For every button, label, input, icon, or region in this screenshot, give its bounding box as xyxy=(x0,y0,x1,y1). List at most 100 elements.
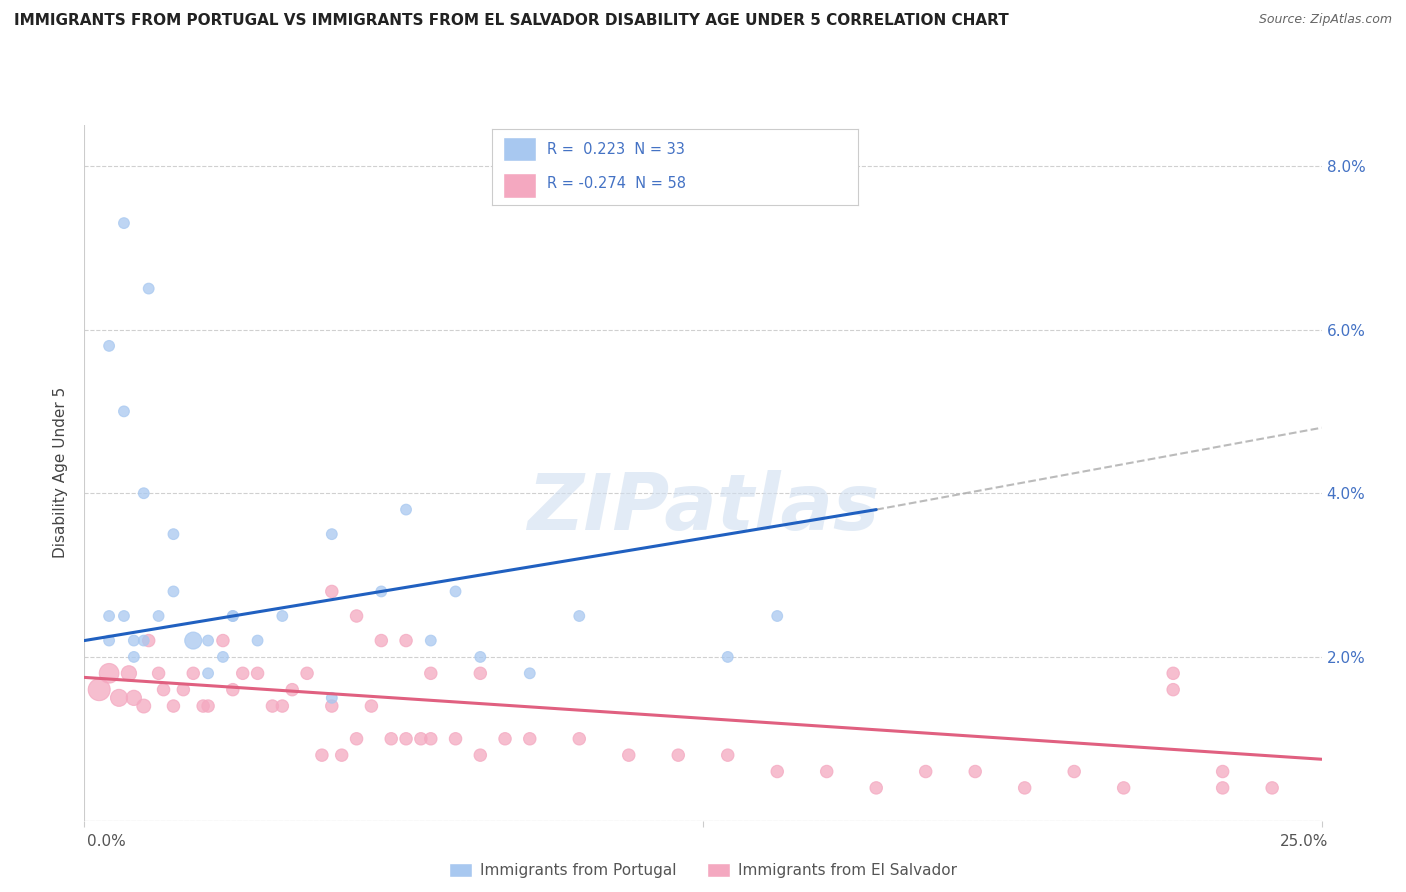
Point xyxy=(568,731,591,746)
Point xyxy=(112,609,135,624)
Point xyxy=(766,764,789,779)
Point xyxy=(148,666,170,681)
Point xyxy=(152,682,174,697)
Bar xyxy=(503,137,536,161)
Point xyxy=(162,527,184,541)
Point xyxy=(519,666,541,681)
Point xyxy=(346,609,368,624)
Point xyxy=(494,731,516,746)
Text: R = -0.274  N = 58: R = -0.274 N = 58 xyxy=(547,177,686,192)
Point xyxy=(717,649,740,664)
Point xyxy=(181,666,204,681)
Point xyxy=(295,666,318,681)
Point xyxy=(395,633,418,648)
Point xyxy=(122,649,145,664)
Point xyxy=(246,666,269,681)
Point xyxy=(212,633,235,648)
Point xyxy=(568,609,591,624)
Point xyxy=(321,699,343,714)
Point xyxy=(1161,666,1184,681)
Point xyxy=(138,633,160,648)
Point xyxy=(1063,764,1085,779)
Point xyxy=(1212,764,1234,779)
Point xyxy=(321,584,343,599)
Point xyxy=(122,690,145,705)
Point xyxy=(311,748,333,763)
Point xyxy=(148,609,170,624)
Point xyxy=(419,731,441,746)
Point xyxy=(271,609,294,624)
Point xyxy=(380,731,402,746)
Point xyxy=(766,609,789,624)
Point xyxy=(222,682,245,697)
Point xyxy=(815,764,838,779)
Point xyxy=(717,748,740,763)
Point xyxy=(470,649,492,664)
Point xyxy=(395,502,418,516)
Text: 0.0%: 0.0% xyxy=(87,834,127,849)
Point xyxy=(965,764,987,779)
Point xyxy=(132,699,155,714)
Text: 25.0%: 25.0% xyxy=(1281,834,1329,849)
Text: IMMIGRANTS FROM PORTUGAL VS IMMIGRANTS FROM EL SALVADOR DISABILITY AGE UNDER 5 C: IMMIGRANTS FROM PORTUGAL VS IMMIGRANTS F… xyxy=(14,13,1010,29)
Point xyxy=(132,633,155,648)
Point xyxy=(1261,780,1284,795)
Point xyxy=(370,584,392,599)
Text: Source: ZipAtlas.com: Source: ZipAtlas.com xyxy=(1258,13,1392,27)
Point xyxy=(281,682,304,697)
Point xyxy=(162,699,184,714)
Point xyxy=(321,527,343,541)
Point xyxy=(197,699,219,714)
Point xyxy=(1161,682,1184,697)
Point xyxy=(914,764,936,779)
Point xyxy=(617,748,640,763)
Point xyxy=(112,216,135,230)
Point xyxy=(108,690,131,705)
Text: R =  0.223  N = 33: R = 0.223 N = 33 xyxy=(547,143,685,157)
Point xyxy=(122,633,145,648)
Point xyxy=(271,699,294,714)
Point xyxy=(212,649,235,664)
Point xyxy=(98,339,121,353)
Point xyxy=(222,609,245,624)
Point xyxy=(346,731,368,746)
Point xyxy=(321,690,343,705)
Point xyxy=(666,748,689,763)
Point xyxy=(419,666,441,681)
Point xyxy=(118,666,141,681)
Point xyxy=(444,731,467,746)
Y-axis label: Disability Age Under 5: Disability Age Under 5 xyxy=(53,387,69,558)
Point xyxy=(232,666,254,681)
Point xyxy=(132,486,155,500)
Point xyxy=(138,282,160,296)
Point xyxy=(470,666,492,681)
Point xyxy=(98,633,121,648)
Point xyxy=(181,633,204,648)
Point xyxy=(197,633,219,648)
Point xyxy=(519,731,541,746)
Point xyxy=(865,780,887,795)
Point xyxy=(470,748,492,763)
Text: ZIPatlas: ZIPatlas xyxy=(527,469,879,546)
Point xyxy=(370,633,392,648)
Bar xyxy=(503,173,536,198)
Point xyxy=(222,609,245,624)
Point xyxy=(112,404,135,418)
Point xyxy=(360,699,382,714)
Point xyxy=(197,666,219,681)
Point xyxy=(246,633,269,648)
Point xyxy=(395,731,418,746)
Point xyxy=(172,682,194,697)
Point xyxy=(1212,780,1234,795)
Point xyxy=(191,699,214,714)
Point xyxy=(1112,780,1135,795)
Point xyxy=(89,682,111,697)
Point xyxy=(262,699,284,714)
Point xyxy=(419,633,441,648)
Point xyxy=(409,731,432,746)
Point xyxy=(98,666,121,681)
Point xyxy=(1014,780,1036,795)
Legend: Immigrants from Portugal, Immigrants from El Salvador: Immigrants from Portugal, Immigrants fro… xyxy=(443,857,963,884)
Point xyxy=(162,584,184,599)
Point xyxy=(330,748,353,763)
